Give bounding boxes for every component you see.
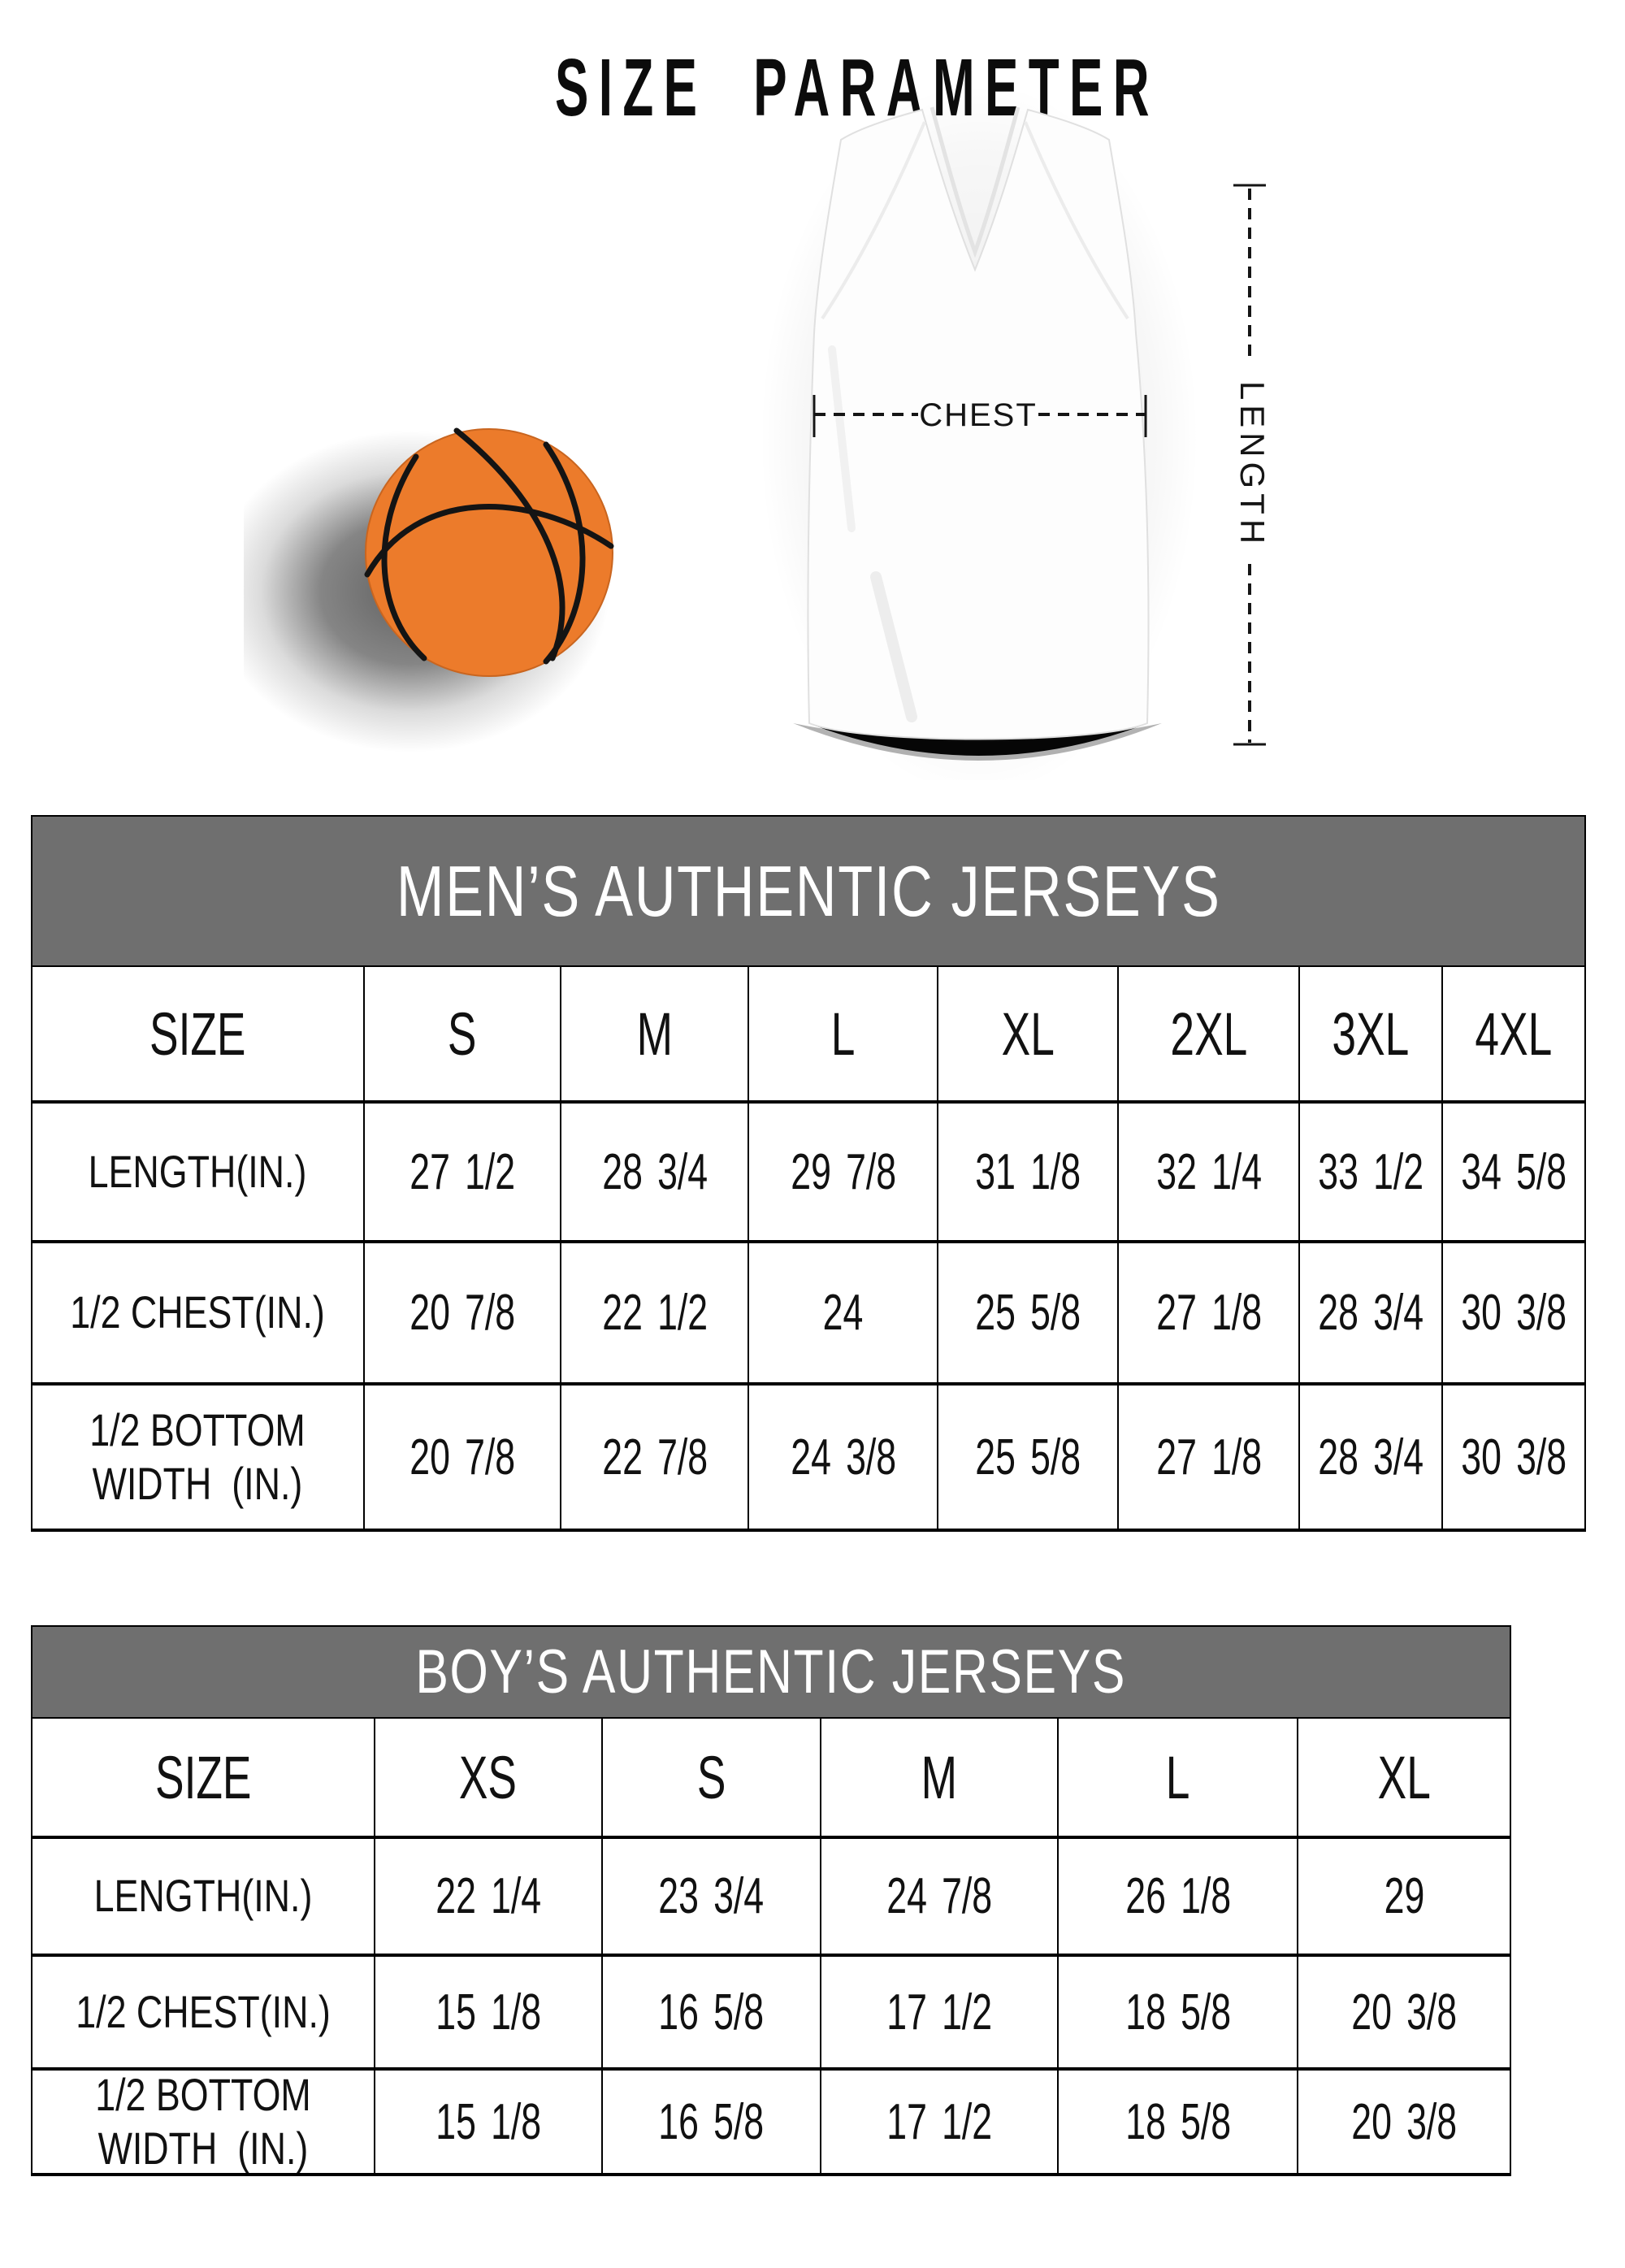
- basketball-seam: [453, 427, 566, 661]
- jersey-illustration: [793, 106, 1162, 761]
- size-value: 20 3/8: [1298, 1957, 1510, 2071]
- size-value: 32 1/4: [1118, 1104, 1301, 1243]
- jersey-hem-shadow: [812, 725, 1144, 756]
- size-value: 30 3/8: [1443, 1386, 1584, 1532]
- size-value: 28 3/4: [1300, 1386, 1444, 1532]
- row-label: 1/2 CHEST(IN.): [32, 1957, 375, 2071]
- size-value: 31 1/8: [938, 1104, 1119, 1243]
- col-header: L: [1059, 1719, 1298, 1839]
- basketball: [365, 428, 613, 677]
- col-header: SIZE: [32, 1719, 375, 1839]
- size-value: 16 5/8: [602, 1957, 821, 2071]
- size-value: 18 5/8: [1059, 2071, 1298, 2176]
- mens-section-header: MEN’S AUTHENTIC JERSEYS: [31, 815, 1586, 967]
- basketball-seam: [543, 441, 586, 665]
- size-value: 20 7/8: [364, 1386, 562, 1532]
- size-value: 20 7/8: [364, 1243, 562, 1386]
- jersey-body: [807, 108, 1150, 740]
- basketball-illustration: [244, 427, 614, 752]
- size-value: 24 7/8: [821, 1839, 1060, 1957]
- col-header: 2XL: [1118, 967, 1301, 1104]
- row-label: 1/2 BOTTOM WIDTH (IN.): [32, 2071, 375, 2176]
- size-value: 16 5/8: [602, 2071, 821, 2176]
- chest-label: CHEST: [919, 397, 1038, 433]
- jersey-raglan-seam-right: [1024, 121, 1129, 320]
- jersey-collar-trim: [930, 106, 1020, 258]
- length-measure-line: LENGTH: [1233, 184, 1272, 746]
- boys-section-title: BOY’S AUTHENTIC JERSEYS: [415, 1637, 1127, 1706]
- size-value: 20 3/8: [1298, 2071, 1510, 2176]
- size-value: 18 5/8: [1059, 1957, 1298, 2071]
- col-header: M: [561, 967, 750, 1104]
- size-value: 15 1/8: [375, 1957, 603, 2071]
- size-value: 33 1/2: [1300, 1104, 1444, 1243]
- size-value: 27 1/8: [1118, 1386, 1301, 1532]
- col-header: 3XL: [1300, 967, 1444, 1104]
- row-label: 1/2 BOTTOM WIDTH (IN.): [32, 1386, 365, 1532]
- size-value: 22 1/4: [375, 1839, 603, 1957]
- jersey-hem-shadow-soft: [793, 723, 1162, 761]
- size-value: 34 5/8: [1443, 1104, 1584, 1243]
- size-diagram: CHEST LENGTH: [244, 89, 1272, 780]
- boys-section-header: BOY’S AUTHENTIC JERSEYS: [31, 1625, 1511, 1719]
- col-header: XS: [375, 1719, 603, 1839]
- size-value: 22 1/2: [561, 1243, 750, 1386]
- col-header: SIZE: [32, 967, 365, 1104]
- col-header: S: [602, 1719, 821, 1839]
- jersey-crease: [870, 571, 917, 722]
- col-header: L: [749, 967, 939, 1104]
- col-header: XL: [938, 967, 1119, 1104]
- size-value: 24: [749, 1243, 939, 1386]
- size-value: 24 3/8: [749, 1386, 939, 1532]
- size-value: 23 3/4: [602, 1839, 821, 1957]
- row-label: LENGTH(IN.): [32, 1839, 375, 1957]
- size-value: 25 5/8: [938, 1386, 1119, 1532]
- size-value: 25 5/8: [938, 1243, 1119, 1386]
- chest-measure-line: CHEST: [812, 395, 1147, 437]
- size-value: 28 3/4: [1300, 1243, 1444, 1386]
- mens-section: MEN’S AUTHENTIC JERSEYS SIZE S M L XL 2X…: [31, 815, 1586, 1532]
- col-header: M: [821, 1719, 1060, 1839]
- length-label: LENGTH: [1233, 381, 1272, 549]
- size-value: 29 7/8: [749, 1104, 939, 1243]
- size-value: 29: [1298, 1839, 1510, 1957]
- size-value: 22 7/8: [561, 1386, 750, 1532]
- size-value: 28 3/4: [561, 1104, 750, 1243]
- boys-section: BOY’S AUTHENTIC JERSEYS SIZE XS S M L XL…: [31, 1625, 1511, 2176]
- jersey-raglan-seam-left: [821, 121, 926, 320]
- basketball-seam: [381, 453, 427, 661]
- size-value: 17 1/2: [821, 2071, 1060, 2176]
- col-header: 4XL: [1443, 967, 1584, 1104]
- size-value: 27 1/2: [364, 1104, 562, 1243]
- size-value: 17 1/2: [821, 1957, 1060, 2071]
- col-header: S: [364, 967, 562, 1104]
- size-value: 27 1/8: [1118, 1243, 1301, 1386]
- size-value: 30 3/8: [1443, 1243, 1584, 1386]
- size-value: 26 1/8: [1059, 1839, 1298, 1957]
- boys-size-table: SIZE XS S M L XL LENGTH(IN.) 22 1/4 23 3…: [31, 1719, 1511, 2176]
- col-header: XL: [1298, 1719, 1510, 1839]
- mens-size-table: SIZE S M L XL 2XL 3XL 4XL LENGTH(IN.) 27…: [31, 967, 1586, 1532]
- mens-section-title: MEN’S AUTHENTIC JERSEYS: [396, 850, 1221, 931]
- row-label: 1/2 CHEST(IN.): [32, 1243, 365, 1386]
- size-value: 15 1/8: [375, 2071, 603, 2176]
- jersey-crease: [828, 345, 856, 532]
- row-label: LENGTH(IN.): [32, 1104, 365, 1243]
